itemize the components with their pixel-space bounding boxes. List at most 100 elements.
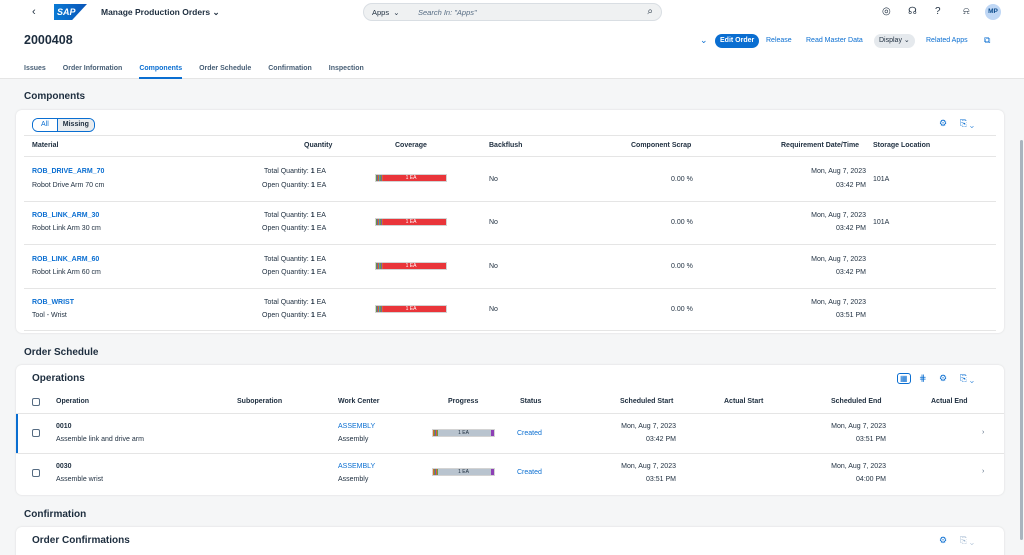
backflush-value: No (489, 306, 498, 313)
col-status[interactable]: Status (520, 398, 542, 405)
col-suboperation[interactable]: Suboperation (237, 398, 283, 405)
col-operation[interactable]: Operation (56, 398, 90, 405)
search-icon[interactable]: ⌕ (647, 6, 653, 17)
divider (24, 244, 996, 245)
settings-icon[interactable]: ⚙ (939, 535, 948, 545)
operation-number: 0010 (56, 423, 72, 430)
filter-missing[interactable]: Missing (57, 119, 94, 131)
quantity-value: 1 (311, 269, 315, 276)
col-requirement-date[interactable]: Requirement Date/Time (781, 142, 860, 149)
scrap-value: 0.00 % (671, 176, 693, 183)
col-actual-end[interactable]: Actual End (931, 398, 968, 405)
sap-logo[interactable]: SAP (54, 4, 87, 20)
col-progress[interactable]: Progress (448, 398, 479, 405)
work-center-description: Assembly (338, 436, 369, 443)
quantity-value: 1 (311, 225, 315, 232)
settings-icon[interactable]: ⚙ (939, 373, 948, 383)
backflush-value: No (489, 219, 498, 226)
search-scope-select[interactable]: Apps ⌄ (372, 8, 400, 17)
export-icon[interactable]: ⎘ ⌄ (960, 373, 974, 383)
material-link[interactable]: ROB_DRIVE_ARM_70 (32, 168, 105, 175)
tab-confirmation[interactable]: Confirmation (268, 65, 312, 72)
section-title-components: Components (24, 91, 86, 102)
quantity-total: Total Quantity: 1 EA (264, 256, 326, 263)
scheduled-start-time: 03:42 PM (646, 436, 676, 443)
related-apps-button[interactable]: Related Apps (926, 37, 968, 44)
chevron-down-icon[interactable]: ⌄ (700, 35, 708, 45)
settings-icon[interactable]: ⚙ (939, 118, 948, 128)
scheduled-end-date: Mon, Aug 7, 2023 (831, 463, 886, 470)
navigate-arrow-icon[interactable]: › (982, 468, 985, 475)
table-view-icon[interactable]: ▦ (897, 373, 911, 384)
app-title: Manage Production Orders (101, 7, 211, 17)
row-checkbox[interactable] (32, 469, 40, 477)
quantity-unit: EA (316, 225, 327, 232)
scheduled-end-date: Mon, Aug 7, 2023 (831, 423, 886, 430)
tab-bar: Issues Order Information Components Orde… (24, 65, 381, 79)
filter-segmented-button: All Missing (32, 118, 95, 132)
quantity-open: Open Quantity: 1 EA (262, 182, 326, 189)
tab-order-schedule[interactable]: Order Schedule (199, 65, 252, 72)
col-scheduled-end[interactable]: Scheduled End (831, 398, 882, 405)
material-link[interactable]: ROB_WRIST (32, 299, 74, 306)
quantity-label: Total Quantity: (264, 299, 309, 306)
material-link[interactable]: ROB_LINK_ARM_30 (32, 212, 100, 219)
coverage-label: 1 EA (405, 175, 417, 181)
tab-order-information[interactable]: Order Information (62, 65, 123, 72)
open-in-new-icon[interactable]: ⧉ (984, 35, 991, 45)
backflush-value: No (489, 263, 498, 270)
scrollbar[interactable] (1020, 140, 1023, 540)
divider (24, 288, 996, 289)
search-field[interactable]: Apps ⌄ Search In: "Apps" ⌕ (363, 3, 662, 21)
quantity-unit: EA (316, 212, 326, 219)
tab-components[interactable]: Components (139, 65, 183, 79)
requirement-date: Mon, Aug 7, 2023 (811, 212, 866, 219)
work-center-link[interactable]: ASSEMBLY (338, 423, 376, 430)
tab-issues[interactable]: Issues (24, 65, 46, 72)
col-quantity[interactable]: Quantity (304, 142, 333, 149)
card-title-order-confirmations: Order Confirmations (32, 535, 130, 546)
help-icon[interactable]: ? (935, 6, 941, 17)
bell-icon[interactable]: ⍾ (963, 6, 970, 17)
material-link[interactable]: ROB_LINK_ARM_60 (32, 256, 100, 263)
search-input[interactable]: Search In: "Apps" (418, 8, 477, 17)
edit-order-button[interactable]: Edit Order (715, 34, 760, 48)
export-icon: ⎘ ⌄ (960, 535, 974, 545)
export-icon[interactable]: ⎘ ⌄ (960, 118, 974, 128)
material-description: Robot Drive Arm 70 cm (32, 182, 105, 189)
col-coverage[interactable]: Coverage (395, 142, 427, 149)
col-scheduled-start[interactable]: Scheduled Start (620, 398, 674, 405)
read-master-data-button[interactable]: Read Master Data (806, 37, 863, 44)
display-menu-button[interactable]: Display ⌄ (874, 34, 915, 48)
navigate-arrow-icon[interactable]: › (982, 429, 985, 436)
headset-icon[interactable]: ☊ (908, 6, 917, 17)
col-storage-location[interactable]: Storage Location (873, 142, 931, 149)
divider (24, 201, 996, 202)
scrap-value: 0.00 % (671, 263, 693, 270)
scheduled-end-time: 03:51 PM (856, 436, 886, 443)
work-center-link[interactable]: ASSEMBLY (338, 463, 376, 470)
status-link[interactable]: Created (517, 469, 542, 476)
joule-icon[interactable]: ◎ (882, 6, 891, 17)
quantity-label: Open Quantity: (262, 312, 310, 319)
storage-location: 101A (873, 176, 890, 183)
col-work-center[interactable]: Work Center (338, 398, 380, 405)
row-checkbox[interactable] (32, 429, 40, 437)
progress-bar: 1 EA (432, 468, 495, 476)
back-icon[interactable]: ‹ (32, 6, 36, 18)
col-component-scrap[interactable]: Component Scrap (631, 142, 692, 149)
avatar[interactable]: MP (985, 4, 1001, 20)
col-actual-start[interactable]: Actual Start (724, 398, 764, 405)
scheduled-start-date: Mon, Aug 7, 2023 (621, 423, 676, 430)
col-backflush[interactable]: Backflush (489, 142, 523, 149)
quantity-label: Open Quantity: (262, 182, 310, 189)
col-material[interactable]: Material (32, 142, 59, 149)
release-button[interactable]: Release (766, 37, 792, 44)
filter-all[interactable]: All (33, 119, 58, 131)
quantity-label: Open Quantity: (262, 225, 310, 232)
select-all-checkbox[interactable] (32, 398, 40, 406)
tab-inspection[interactable]: Inspection (328, 65, 364, 72)
app-title-menu[interactable]: Manage Production Orders ⌄ (101, 7, 220, 18)
gantt-view-icon[interactable]: ⋕ (919, 373, 927, 383)
status-link[interactable]: Created (517, 430, 542, 437)
